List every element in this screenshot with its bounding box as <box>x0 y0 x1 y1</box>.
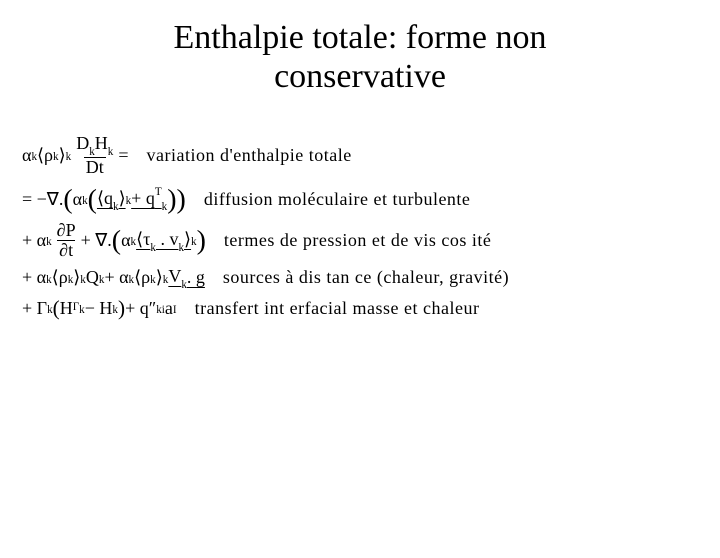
rparen2: ) <box>167 184 176 216</box>
tau-open: ⟨τ <box>136 229 150 249</box>
plus-div: + ∇. <box>81 230 112 251</box>
eq1-math: αk ⟨ρk⟩k DkHk Dt = <box>22 134 129 177</box>
slide-title: Enthalpie totale: forme non conservative <box>0 18 720 96</box>
V: V <box>168 266 181 286</box>
lparen: ( <box>112 225 121 257</box>
rparen: ) <box>177 184 186 216</box>
sub-k: k <box>163 274 169 286</box>
plus-alpha: + α <box>22 267 46 288</box>
rho-close: ⟩ <box>73 267 80 288</box>
title-line-1: Enthalpie totale: forme non <box>174 19 547 56</box>
tau-close: ⟩ <box>184 229 191 249</box>
alpha: α <box>22 145 31 166</box>
Dt: Dt <box>84 157 106 177</box>
sub-k: k <box>108 146 114 158</box>
sup-T: T <box>155 186 162 198</box>
minus-H: − H <box>85 298 113 319</box>
plus-qT: + q <box>131 188 155 208</box>
title-line-2: conservative <box>274 58 446 95</box>
plus-alpha2: + α <box>104 267 128 288</box>
desc-4: sources à dis tan ce (chaleur, gravité) <box>223 267 509 288</box>
sub-k: k <box>131 236 137 248</box>
eq-line-2: = −∇. ( αk ( ⟨qk⟩k + qTk ) ) diffusion m… <box>22 183 720 215</box>
eq4-math: + αk ⟨ρk⟩k Qk + αk ⟨ρk⟩k Vk . g <box>22 266 205 290</box>
lparen: ( <box>53 296 60 321</box>
rparen: ) <box>118 296 125 321</box>
sub-k: k <box>31 151 37 163</box>
equals: = <box>118 145 128 166</box>
sub-k: k <box>178 242 184 254</box>
sub-k: k <box>79 304 85 316</box>
rparen: ) <box>197 225 206 257</box>
plus-alpha: + α <box>22 230 46 251</box>
sub-k: k <box>129 274 135 286</box>
sub-I: I <box>173 304 177 316</box>
sub-k: k <box>53 151 59 163</box>
sub-k: k <box>66 151 72 163</box>
eq5-math: + Γk ( HΓk − Hk ) + q″ki aI <box>22 296 177 321</box>
sub-k: k <box>68 274 74 286</box>
sub-k: k <box>181 279 187 291</box>
sub-k: k <box>150 274 156 286</box>
sub-k: k <box>150 242 156 254</box>
q-open: ⟨q <box>97 188 113 208</box>
lparen: ( <box>63 184 72 216</box>
desc-3: termes de pression et de vis cos ité <box>224 230 491 251</box>
equation-block: αk ⟨ρk⟩k DkHk Dt = variation d'enthalpie… <box>22 134 720 321</box>
rho-close2: ⟩ <box>156 267 163 288</box>
dt: ∂t <box>57 240 75 260</box>
sub-k: k <box>89 146 95 158</box>
a: a <box>165 298 173 319</box>
H: H <box>95 133 108 153</box>
rho-open2: ⟨ρ <box>134 267 150 288</box>
Q: Q <box>86 267 99 288</box>
eq-line-5: + Γk ( HΓk − Hk ) + q″ki aI transfert in… <box>22 296 720 321</box>
sub-ki: ki <box>156 304 165 316</box>
H-gamma: H <box>60 298 73 319</box>
dP: ∂P <box>55 221 78 240</box>
plus-gamma: + Γ <box>22 298 47 319</box>
neg-div: = −∇. <box>22 189 63 210</box>
desc-1: variation d'enthalpie totale <box>147 145 352 166</box>
desc-2: diffusion moléculaire et turbulente <box>204 189 471 210</box>
q-close: ⟩ <box>119 188 126 208</box>
sub-k: k <box>99 274 105 286</box>
sub-k: k <box>46 236 52 248</box>
plus-qpp: + q″ <box>125 298 156 319</box>
frac-dP-dt: ∂P ∂t <box>55 221 78 260</box>
eq2-math: = −∇. ( αk ( ⟨qk⟩k + qTk ) ) <box>22 183 186 215</box>
dot-v: . v <box>156 229 179 249</box>
D: D <box>76 133 89 153</box>
sub-k: k <box>126 195 132 207</box>
rho-open: ⟨ρ <box>52 267 68 288</box>
eq-line-4: + αk ⟨ρk⟩k Qk + αk ⟨ρk⟩k Vk . g sources … <box>22 266 720 290</box>
frac-DH-Dt: DkHk Dt <box>74 134 115 177</box>
alpha: α <box>73 189 82 210</box>
sub-k: k <box>112 304 118 316</box>
eq-line-3: + αk ∂P ∂t + ∇. ( αk ⟨τk . vk⟩k ) termes… <box>22 221 720 260</box>
rho-open: ⟨ρ <box>37 145 53 166</box>
eq-line-1: αk ⟨ρk⟩k DkHk Dt = variation d'enthalpie… <box>22 134 720 177</box>
eq3-math: + αk ∂P ∂t + ∇. ( αk ⟨τk . vk⟩k ) <box>22 221 206 260</box>
sub-k: k <box>47 304 53 316</box>
sub-k: k <box>113 201 119 213</box>
lparen2: ( <box>88 184 97 216</box>
desc-5: transfert int erfacial masse et chaleur <box>195 298 480 319</box>
sub-k: k <box>46 274 52 286</box>
rho-close: ⟩ <box>59 145 66 166</box>
alpha: α <box>121 230 130 251</box>
sub-k: k <box>80 274 86 286</box>
dot-g: . g <box>187 267 205 288</box>
